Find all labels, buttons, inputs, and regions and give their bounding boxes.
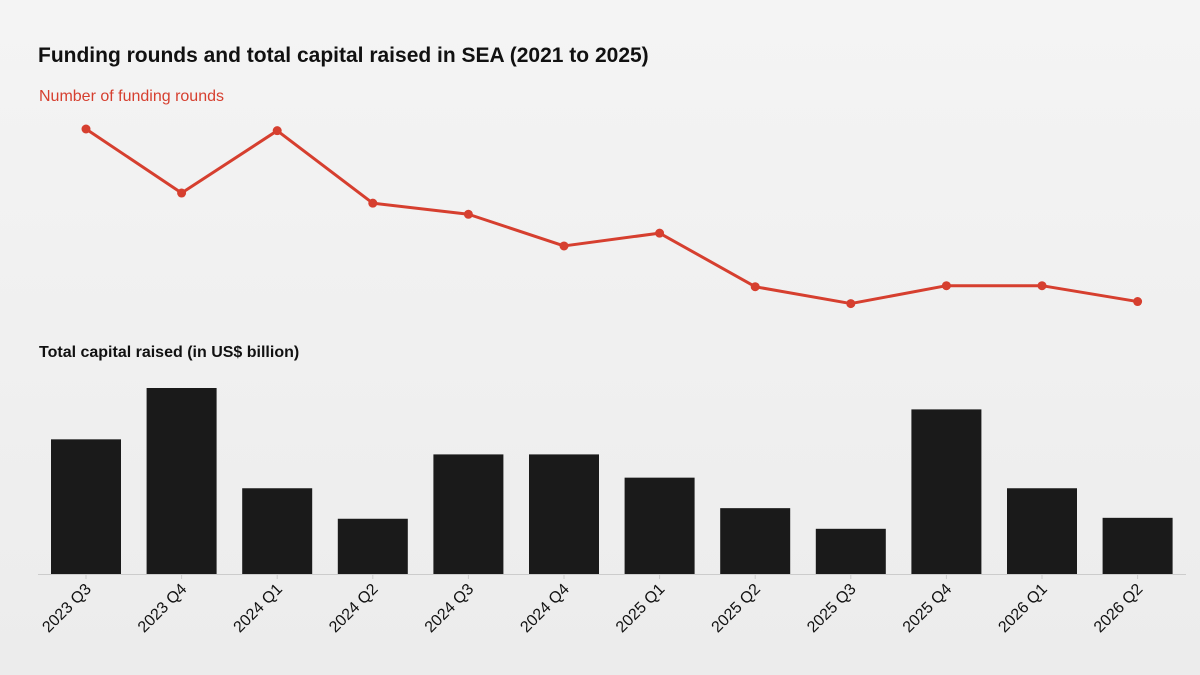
bar-2025-q1: [624, 477, 695, 574]
x-tick-label: 2025 Q4: [900, 581, 955, 636]
chart-title: Funding rounds and total capital raised …: [38, 44, 649, 67]
x-tick-label: 2024 Q1: [231, 581, 286, 636]
bar-2025-q2: [720, 508, 791, 574]
line-point-2025-q2: [750, 282, 760, 292]
line-point-2024-q4: [559, 241, 569, 251]
line-series-label: Number of funding rounds: [39, 88, 224, 105]
line-point-2026-q2: [1133, 297, 1143, 307]
bar-2024-q2: [337, 518, 408, 574]
bar-2025-q4: [911, 409, 982, 574]
line-series-path: [85, 127, 1138, 306]
line-point-2025-q3: [846, 299, 856, 309]
x-tick-label: 2026 Q2: [1091, 581, 1146, 636]
line-point-2025-q4: [941, 281, 951, 291]
bar-2025-q3: [815, 528, 886, 574]
bar-series-label: Total capital raised (in US$ billion): [39, 344, 300, 361]
line-point-2024-q2: [368, 198, 378, 208]
line-point-2023-q4: [177, 188, 187, 198]
line-point-2023-q3: [81, 124, 91, 134]
x-tick-label: 2023 Q4: [135, 581, 190, 636]
line-point-2025-q1: [655, 228, 665, 238]
bar-2023-q3: [51, 439, 121, 574]
bar-2026-q2: [1102, 517, 1173, 574]
x-tick-label: 2025 Q1: [613, 581, 668, 636]
bar-2023-q4: [146, 388, 217, 574]
x-tick-label: 2024 Q4: [517, 581, 572, 636]
line-point-2024-q1: [272, 126, 282, 136]
bar-2024-q3: [433, 454, 504, 574]
x-tick-label: 2025 Q2: [709, 581, 764, 636]
x-tick-label: 2024 Q3: [422, 581, 477, 636]
bar-2024-q1: [242, 488, 313, 574]
line-point-2024-q3: [463, 209, 473, 219]
bar-2026-q1: [1007, 488, 1077, 574]
x-tick-label: 2026 Q1: [995, 581, 1050, 636]
x-tick-label: 2025 Q3: [804, 581, 859, 636]
x-tick-label: 2023 Q3: [39, 581, 94, 636]
x-tick-label: 2024 Q2: [326, 581, 381, 636]
line-point-2026-q1: [1037, 281, 1047, 291]
bar-2024-q4: [529, 454, 599, 574]
